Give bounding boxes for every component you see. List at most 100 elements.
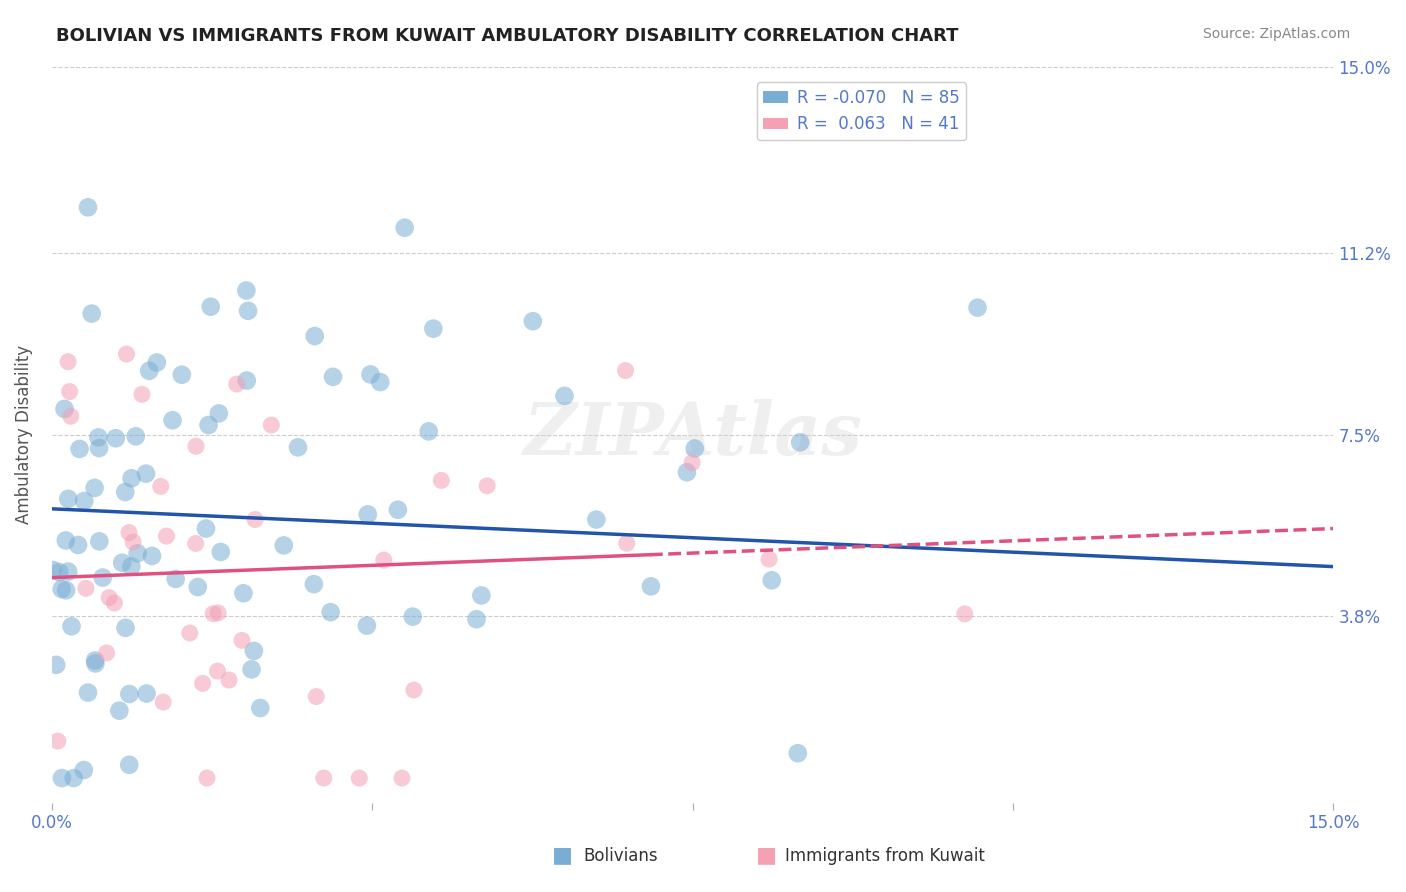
Point xyxy=(789,435,811,450)
Text: Source: ZipAtlas.com: Source: ZipAtlas.com xyxy=(1202,27,1350,41)
Point xyxy=(218,673,240,687)
Point xyxy=(273,538,295,552)
Point xyxy=(430,474,453,488)
Point xyxy=(91,570,114,584)
Point xyxy=(96,646,118,660)
Point xyxy=(676,465,699,479)
Point xyxy=(207,606,229,620)
Point xyxy=(207,664,229,678)
Point xyxy=(640,579,662,593)
Point xyxy=(59,409,82,424)
Point xyxy=(465,612,488,626)
Point xyxy=(475,479,498,493)
Point xyxy=(45,657,67,672)
Point xyxy=(522,314,544,328)
Point xyxy=(127,546,149,560)
Point xyxy=(146,355,169,369)
Point xyxy=(122,535,145,549)
Point xyxy=(209,545,232,559)
Point xyxy=(59,384,82,399)
Point xyxy=(55,533,77,548)
Point xyxy=(391,771,413,785)
Point xyxy=(616,536,638,550)
Point xyxy=(138,364,160,378)
Point xyxy=(125,429,148,443)
Point xyxy=(111,556,134,570)
Point xyxy=(243,512,266,526)
Point xyxy=(195,771,218,785)
Point xyxy=(683,442,706,456)
Point xyxy=(120,559,142,574)
Point xyxy=(179,626,201,640)
Point xyxy=(89,534,111,549)
Point xyxy=(114,485,136,500)
Point xyxy=(51,771,73,785)
Point xyxy=(418,425,440,439)
Point xyxy=(69,442,91,456)
Point xyxy=(53,401,76,416)
Point xyxy=(184,439,207,453)
Point xyxy=(681,456,703,470)
Point xyxy=(322,369,344,384)
Point xyxy=(141,549,163,563)
Text: BOLIVIAN VS IMMIGRANTS FROM KUWAIT AMBULATORY DISABILITY CORRELATION CHART: BOLIVIAN VS IMMIGRANTS FROM KUWAIT AMBUL… xyxy=(56,27,959,45)
Point xyxy=(304,329,326,343)
Point xyxy=(305,690,328,704)
Point xyxy=(56,355,79,369)
Point xyxy=(184,536,207,550)
Point xyxy=(232,586,254,600)
Point xyxy=(319,605,342,619)
Point xyxy=(77,200,100,214)
Point xyxy=(786,746,808,760)
Point xyxy=(402,683,425,698)
Point xyxy=(758,552,780,566)
Point xyxy=(585,512,607,526)
Point xyxy=(170,368,193,382)
Point xyxy=(103,596,125,610)
Point xyxy=(260,418,283,433)
Point xyxy=(191,676,214,690)
Point xyxy=(422,321,444,335)
Point xyxy=(368,375,391,389)
Point xyxy=(77,685,100,699)
Point xyxy=(357,508,380,522)
Point xyxy=(75,582,97,596)
Point xyxy=(240,662,263,676)
Point xyxy=(83,481,105,495)
Point xyxy=(84,657,107,671)
Point xyxy=(953,607,976,621)
Point xyxy=(84,654,107,668)
Point xyxy=(60,619,83,633)
Point xyxy=(114,621,136,635)
Point xyxy=(162,413,184,427)
Point xyxy=(249,701,271,715)
Point xyxy=(135,467,157,481)
Point xyxy=(58,491,80,506)
Y-axis label: Ambulatory Disability: Ambulatory Disability xyxy=(15,345,32,524)
Point xyxy=(55,583,77,598)
Point xyxy=(131,387,153,401)
Point xyxy=(387,502,409,516)
Text: ZIPAtlas: ZIPAtlas xyxy=(523,399,862,470)
Point xyxy=(236,304,259,318)
Text: Bolivians: Bolivians xyxy=(583,847,658,865)
Point xyxy=(236,374,259,388)
Point xyxy=(42,563,65,577)
Point xyxy=(56,565,79,579)
Point xyxy=(51,582,73,596)
Point xyxy=(373,553,395,567)
Point xyxy=(200,300,222,314)
Point xyxy=(165,572,187,586)
Point xyxy=(155,529,177,543)
Point xyxy=(470,589,492,603)
Point xyxy=(149,479,172,493)
Point xyxy=(108,704,131,718)
Point xyxy=(67,538,90,552)
Point xyxy=(118,525,141,540)
Point xyxy=(202,607,225,621)
Point xyxy=(614,363,637,377)
Legend: R = -0.070   N = 85, R =  0.063   N = 41: R = -0.070 N = 85, R = 0.063 N = 41 xyxy=(756,82,966,140)
Point xyxy=(302,577,325,591)
Point xyxy=(312,771,335,785)
Point xyxy=(349,771,371,785)
